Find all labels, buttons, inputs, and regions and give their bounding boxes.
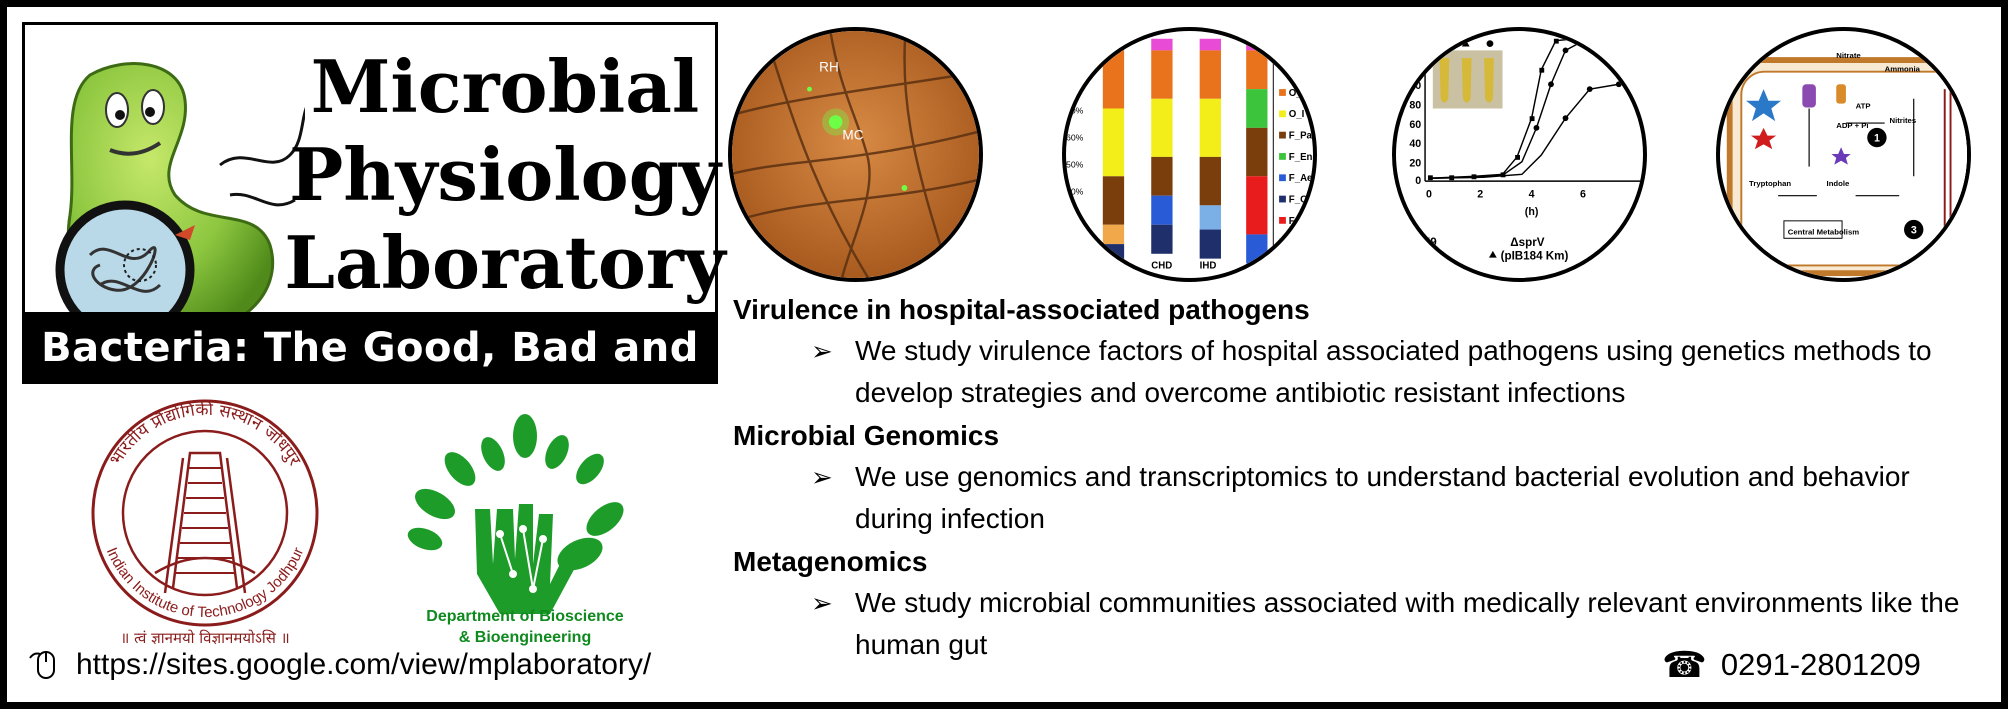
y-tick: 60%: [1066, 132, 1084, 142]
research-areas: Virulence in hospital-associated pathoge…: [733, 290, 1973, 668]
x-tick: 4: [1529, 189, 1535, 201]
phone-row: ☎ 0291-2801209: [1662, 644, 1921, 685]
pathway-label: Central Metabolism: [1788, 227, 1859, 236]
lab-title: Microbial Physiology Laboratory: [280, 43, 730, 307]
y-tick: 50%: [1066, 160, 1084, 170]
title-line-1: Microbial: [310, 44, 700, 129]
x-axis-unit: (h): [1525, 206, 1539, 218]
legend-item: F_Pa: [1289, 131, 1313, 142]
research-bullet: ➢ We study virulence factors of hospital…: [811, 330, 1973, 414]
research-heading: Metagenomics: [733, 546, 928, 577]
phone-number: 0291-2801209: [1720, 647, 1921, 682]
research-bullet-text: We study virulence factors of hospital a…: [855, 335, 1932, 408]
stacked-bar-svg: 90% 80% 60% 50% 30% 20%: [1066, 31, 1313, 278]
y-tick: 80%: [1066, 105, 1084, 115]
growth-curve-thumbnail: 90 80 60 40 20 0 0 2 4 6 (h): [1392, 27, 1647, 282]
x-tick: 0: [1426, 189, 1432, 201]
iitj-motto: ॥ त्वं ज्ञानमयो विज्ञानमयोऽसि ॥: [120, 629, 289, 647]
research-bullet: ➢ We study microbial communities associa…: [811, 582, 1973, 666]
pathway-label: Tryptophan: [1749, 179, 1791, 188]
y-tick: 90: [1409, 80, 1421, 92]
pathway-label: Indole: [1827, 179, 1850, 188]
legend-label: (pIB184 Km): [1501, 250, 1569, 263]
y-tick: 60: [1409, 119, 1421, 131]
y-tick: 0: [1415, 175, 1421, 187]
legend-item: F_En: [1289, 152, 1313, 163]
stacked-bar-thumbnail: 90% 80% 60% 50% 30% 20%: [1062, 27, 1317, 282]
legend-item: F_Aer: [1289, 173, 1313, 184]
title-line-3: Laboratory: [284, 220, 726, 305]
pathway-label: Ammonia: [1885, 65, 1921, 74]
x-label: CHD: [1151, 260, 1172, 271]
x-tick: 2: [1477, 189, 1483, 201]
y-tick: 80: [1409, 99, 1421, 111]
department-logo: [407, 414, 624, 614]
dept-line-1: Department of Bioscience: [426, 608, 624, 625]
tagline-banner: Bacteria: The Good, Bad and Ugly: [22, 312, 718, 443]
iit-jodhpur-logo: भारतीय प्रौद्योगिकी संस्थान जोधपुर India…: [91, 399, 319, 647]
y-tick: 20: [1409, 158, 1421, 170]
pathway-label: Nitrate: [1836, 51, 1861, 60]
x-label: IHD: [1200, 260, 1217, 271]
research-bullet-text: We study microbial communities associate…: [855, 587, 1960, 660]
arrow-bullet-icon: ➢: [811, 336, 833, 366]
research-heading: Virulence in hospital-associated pathoge…: [733, 294, 1310, 325]
legend-item: O_: [1289, 88, 1303, 99]
mc-label: MC: [842, 127, 863, 142]
pathway-label: Nitrites: [1890, 116, 1917, 125]
legend-label: ΔsprV: [1510, 236, 1544, 249]
dept-line-2: & Bioengineering: [458, 629, 592, 646]
pathway-svg: Nitrate Nitrites Indole Tryptophan Centr…: [1726, 51, 1967, 277]
x-tick: 6: [1580, 189, 1586, 201]
arrow-bullet-icon: ➢: [811, 588, 833, 618]
growth-curve-svg: 90 80 60 40 20 0 0 2 4 6 (h): [1409, 31, 1643, 263]
arrow-bullet-icon: ➢: [811, 462, 833, 492]
research-bullet: ➢ We use genomics and transcriptomics to…: [811, 456, 1973, 540]
legend-item: F_Ox: [1289, 194, 1313, 205]
website-url[interactable]: https://sites.google.com/view/mplaborato…: [76, 648, 652, 681]
research-heading: Microbial Genomics: [733, 420, 1000, 451]
legend-item: O_I: [1289, 109, 1305, 120]
bacteria-mascot-icon: [55, 62, 305, 340]
pathway-diagram-thumbnail: Nitrate Nitrites Indole Tryptophan Centr…: [1716, 27, 1971, 282]
iitj-english-ring: Indian Institute of Technology Jodhpur: [103, 545, 307, 621]
pathway-label: ADP + Pi: [1836, 121, 1868, 130]
svg-text:1: 1: [1874, 132, 1880, 144]
microscopy-image: RH MC: [728, 27, 983, 282]
iitj-hindi-ring: भारतीय प्रौद्योगिकी संस्थान जोधपुर: [106, 399, 305, 470]
rh-label: RH: [819, 60, 839, 75]
microscopy-svg: RH MC: [732, 31, 979, 278]
svg-text:भारतीय प्रौद्योगिकी संस्थान जो: भारतीय प्रौद्योगिकी संस्थान जोधपुर: [106, 399, 305, 470]
mouse-icon: [29, 651, 55, 679]
y-tick: 30%: [1066, 187, 1084, 197]
title-line-2: Physiology: [289, 132, 721, 217]
y-tick: 40: [1409, 138, 1421, 150]
department-name: Department of Bioscience & Bioengineerin…: [395, 606, 655, 648]
research-bullet-text: We use genomics and transcriptomics to u…: [855, 461, 1910, 534]
svg-text:Indian Institute of Technology: Indian Institute of Technology Jodhpur: [103, 545, 307, 621]
svg-text:3: 3: [1911, 224, 1917, 236]
pathway-label: ATP: [1856, 101, 1871, 110]
telephone-icon: ☎: [1662, 644, 1707, 685]
website-link-row[interactable]: https://sites.google.com/view/mplaborato…: [26, 645, 651, 685]
